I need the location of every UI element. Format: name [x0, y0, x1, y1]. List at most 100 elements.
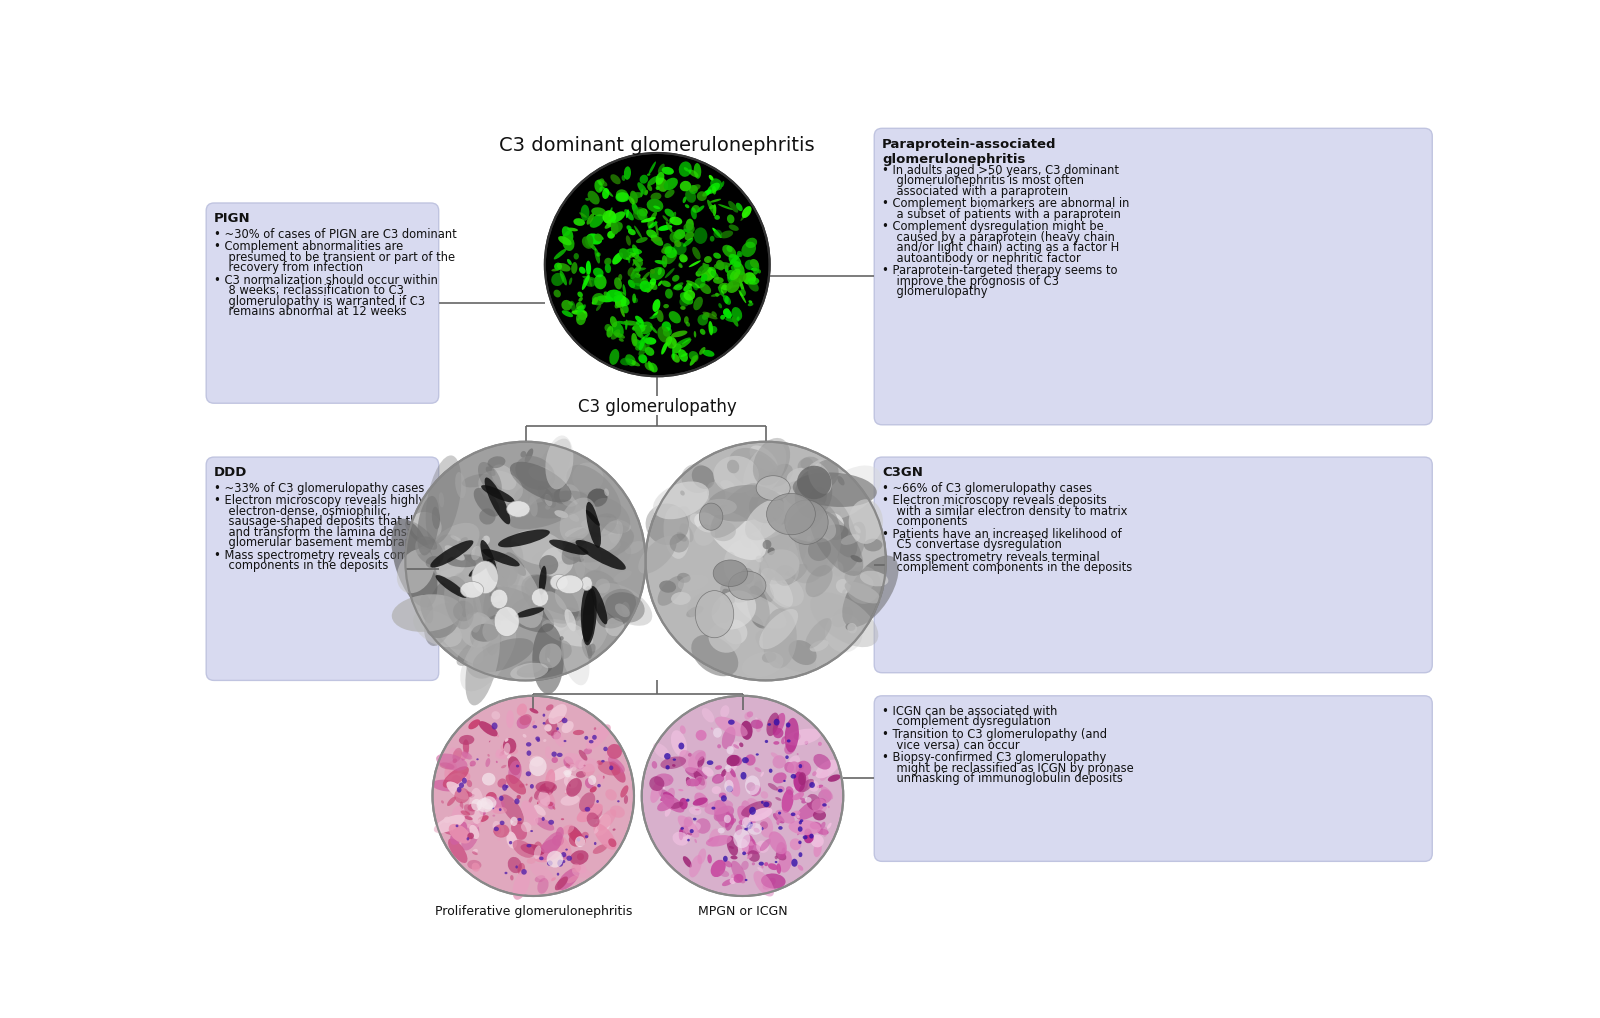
- Text: • Transition to C3 glomerulopathy (and: • Transition to C3 glomerulopathy (and: [882, 728, 1107, 741]
- Ellipse shape: [638, 333, 650, 343]
- Ellipse shape: [517, 663, 552, 678]
- Ellipse shape: [530, 784, 534, 789]
- Ellipse shape: [699, 329, 706, 335]
- Ellipse shape: [730, 818, 736, 825]
- Ellipse shape: [586, 197, 589, 201]
- Ellipse shape: [747, 712, 754, 718]
- Ellipse shape: [688, 823, 701, 832]
- Ellipse shape: [694, 751, 706, 760]
- Ellipse shape: [725, 597, 730, 602]
- Ellipse shape: [467, 780, 472, 787]
- Ellipse shape: [538, 799, 541, 804]
- FancyBboxPatch shape: [874, 128, 1432, 425]
- Ellipse shape: [661, 246, 672, 253]
- Ellipse shape: [592, 293, 605, 305]
- Ellipse shape: [498, 529, 550, 548]
- Ellipse shape: [581, 205, 589, 221]
- Ellipse shape: [486, 796, 506, 808]
- Ellipse shape: [816, 759, 838, 779]
- Ellipse shape: [798, 852, 802, 857]
- Ellipse shape: [638, 322, 653, 334]
- Ellipse shape: [762, 652, 776, 663]
- Ellipse shape: [690, 355, 698, 365]
- Ellipse shape: [525, 784, 528, 786]
- Ellipse shape: [760, 839, 771, 851]
- Ellipse shape: [459, 612, 494, 647]
- Ellipse shape: [480, 809, 486, 815]
- Ellipse shape: [771, 506, 787, 524]
- Ellipse shape: [544, 724, 552, 732]
- Ellipse shape: [547, 860, 552, 866]
- Ellipse shape: [624, 209, 634, 221]
- Ellipse shape: [645, 190, 648, 194]
- Ellipse shape: [832, 607, 853, 627]
- Ellipse shape: [570, 765, 576, 771]
- Ellipse shape: [754, 438, 790, 486]
- Ellipse shape: [709, 175, 714, 180]
- Ellipse shape: [610, 174, 621, 184]
- Ellipse shape: [778, 789, 782, 792]
- Ellipse shape: [502, 738, 517, 753]
- Ellipse shape: [762, 864, 763, 868]
- Ellipse shape: [752, 862, 755, 865]
- Ellipse shape: [552, 835, 563, 846]
- Ellipse shape: [651, 237, 662, 241]
- Ellipse shape: [574, 305, 584, 313]
- Ellipse shape: [827, 823, 832, 829]
- Ellipse shape: [582, 275, 590, 290]
- Ellipse shape: [590, 786, 597, 793]
- Ellipse shape: [680, 353, 688, 357]
- Ellipse shape: [738, 250, 742, 258]
- Ellipse shape: [536, 736, 539, 740]
- Ellipse shape: [446, 782, 469, 800]
- Ellipse shape: [480, 540, 498, 582]
- Ellipse shape: [517, 817, 522, 822]
- Ellipse shape: [544, 718, 557, 736]
- Ellipse shape: [718, 793, 726, 798]
- Ellipse shape: [558, 236, 571, 245]
- Ellipse shape: [499, 808, 501, 811]
- Ellipse shape: [662, 167, 674, 175]
- Ellipse shape: [539, 643, 562, 668]
- Ellipse shape: [718, 828, 725, 834]
- Ellipse shape: [520, 844, 544, 855]
- Ellipse shape: [594, 824, 616, 850]
- Ellipse shape: [784, 729, 821, 745]
- Ellipse shape: [515, 765, 518, 768]
- Ellipse shape: [698, 848, 706, 864]
- Ellipse shape: [446, 797, 456, 806]
- Ellipse shape: [578, 309, 587, 320]
- Ellipse shape: [450, 747, 456, 754]
- Ellipse shape: [810, 834, 814, 839]
- Ellipse shape: [578, 304, 586, 314]
- Ellipse shape: [592, 498, 630, 533]
- Ellipse shape: [562, 300, 571, 310]
- Ellipse shape: [560, 795, 579, 805]
- Ellipse shape: [610, 317, 618, 328]
- Ellipse shape: [549, 540, 589, 555]
- Ellipse shape: [674, 242, 686, 256]
- Ellipse shape: [541, 547, 573, 577]
- Ellipse shape: [493, 806, 507, 814]
- Ellipse shape: [546, 769, 555, 790]
- Ellipse shape: [632, 244, 640, 257]
- Ellipse shape: [562, 230, 571, 239]
- Text: • ~30% of cases of PIGN are C3 dominant: • ~30% of cases of PIGN are C3 dominant: [214, 228, 456, 240]
- Ellipse shape: [605, 618, 624, 636]
- Ellipse shape: [670, 331, 688, 337]
- Ellipse shape: [440, 762, 454, 770]
- Ellipse shape: [605, 752, 614, 761]
- Ellipse shape: [714, 800, 731, 828]
- Text: • Patients have an increased likelihood of: • Patients have an increased likelihood …: [882, 528, 1122, 541]
- Ellipse shape: [634, 325, 646, 330]
- Ellipse shape: [722, 181, 725, 187]
- Ellipse shape: [648, 217, 654, 228]
- Ellipse shape: [768, 723, 771, 726]
- Ellipse shape: [702, 709, 714, 723]
- Ellipse shape: [510, 462, 571, 503]
- Ellipse shape: [426, 455, 461, 544]
- Ellipse shape: [672, 758, 677, 760]
- Ellipse shape: [606, 289, 622, 301]
- Ellipse shape: [742, 652, 784, 677]
- Ellipse shape: [472, 624, 499, 641]
